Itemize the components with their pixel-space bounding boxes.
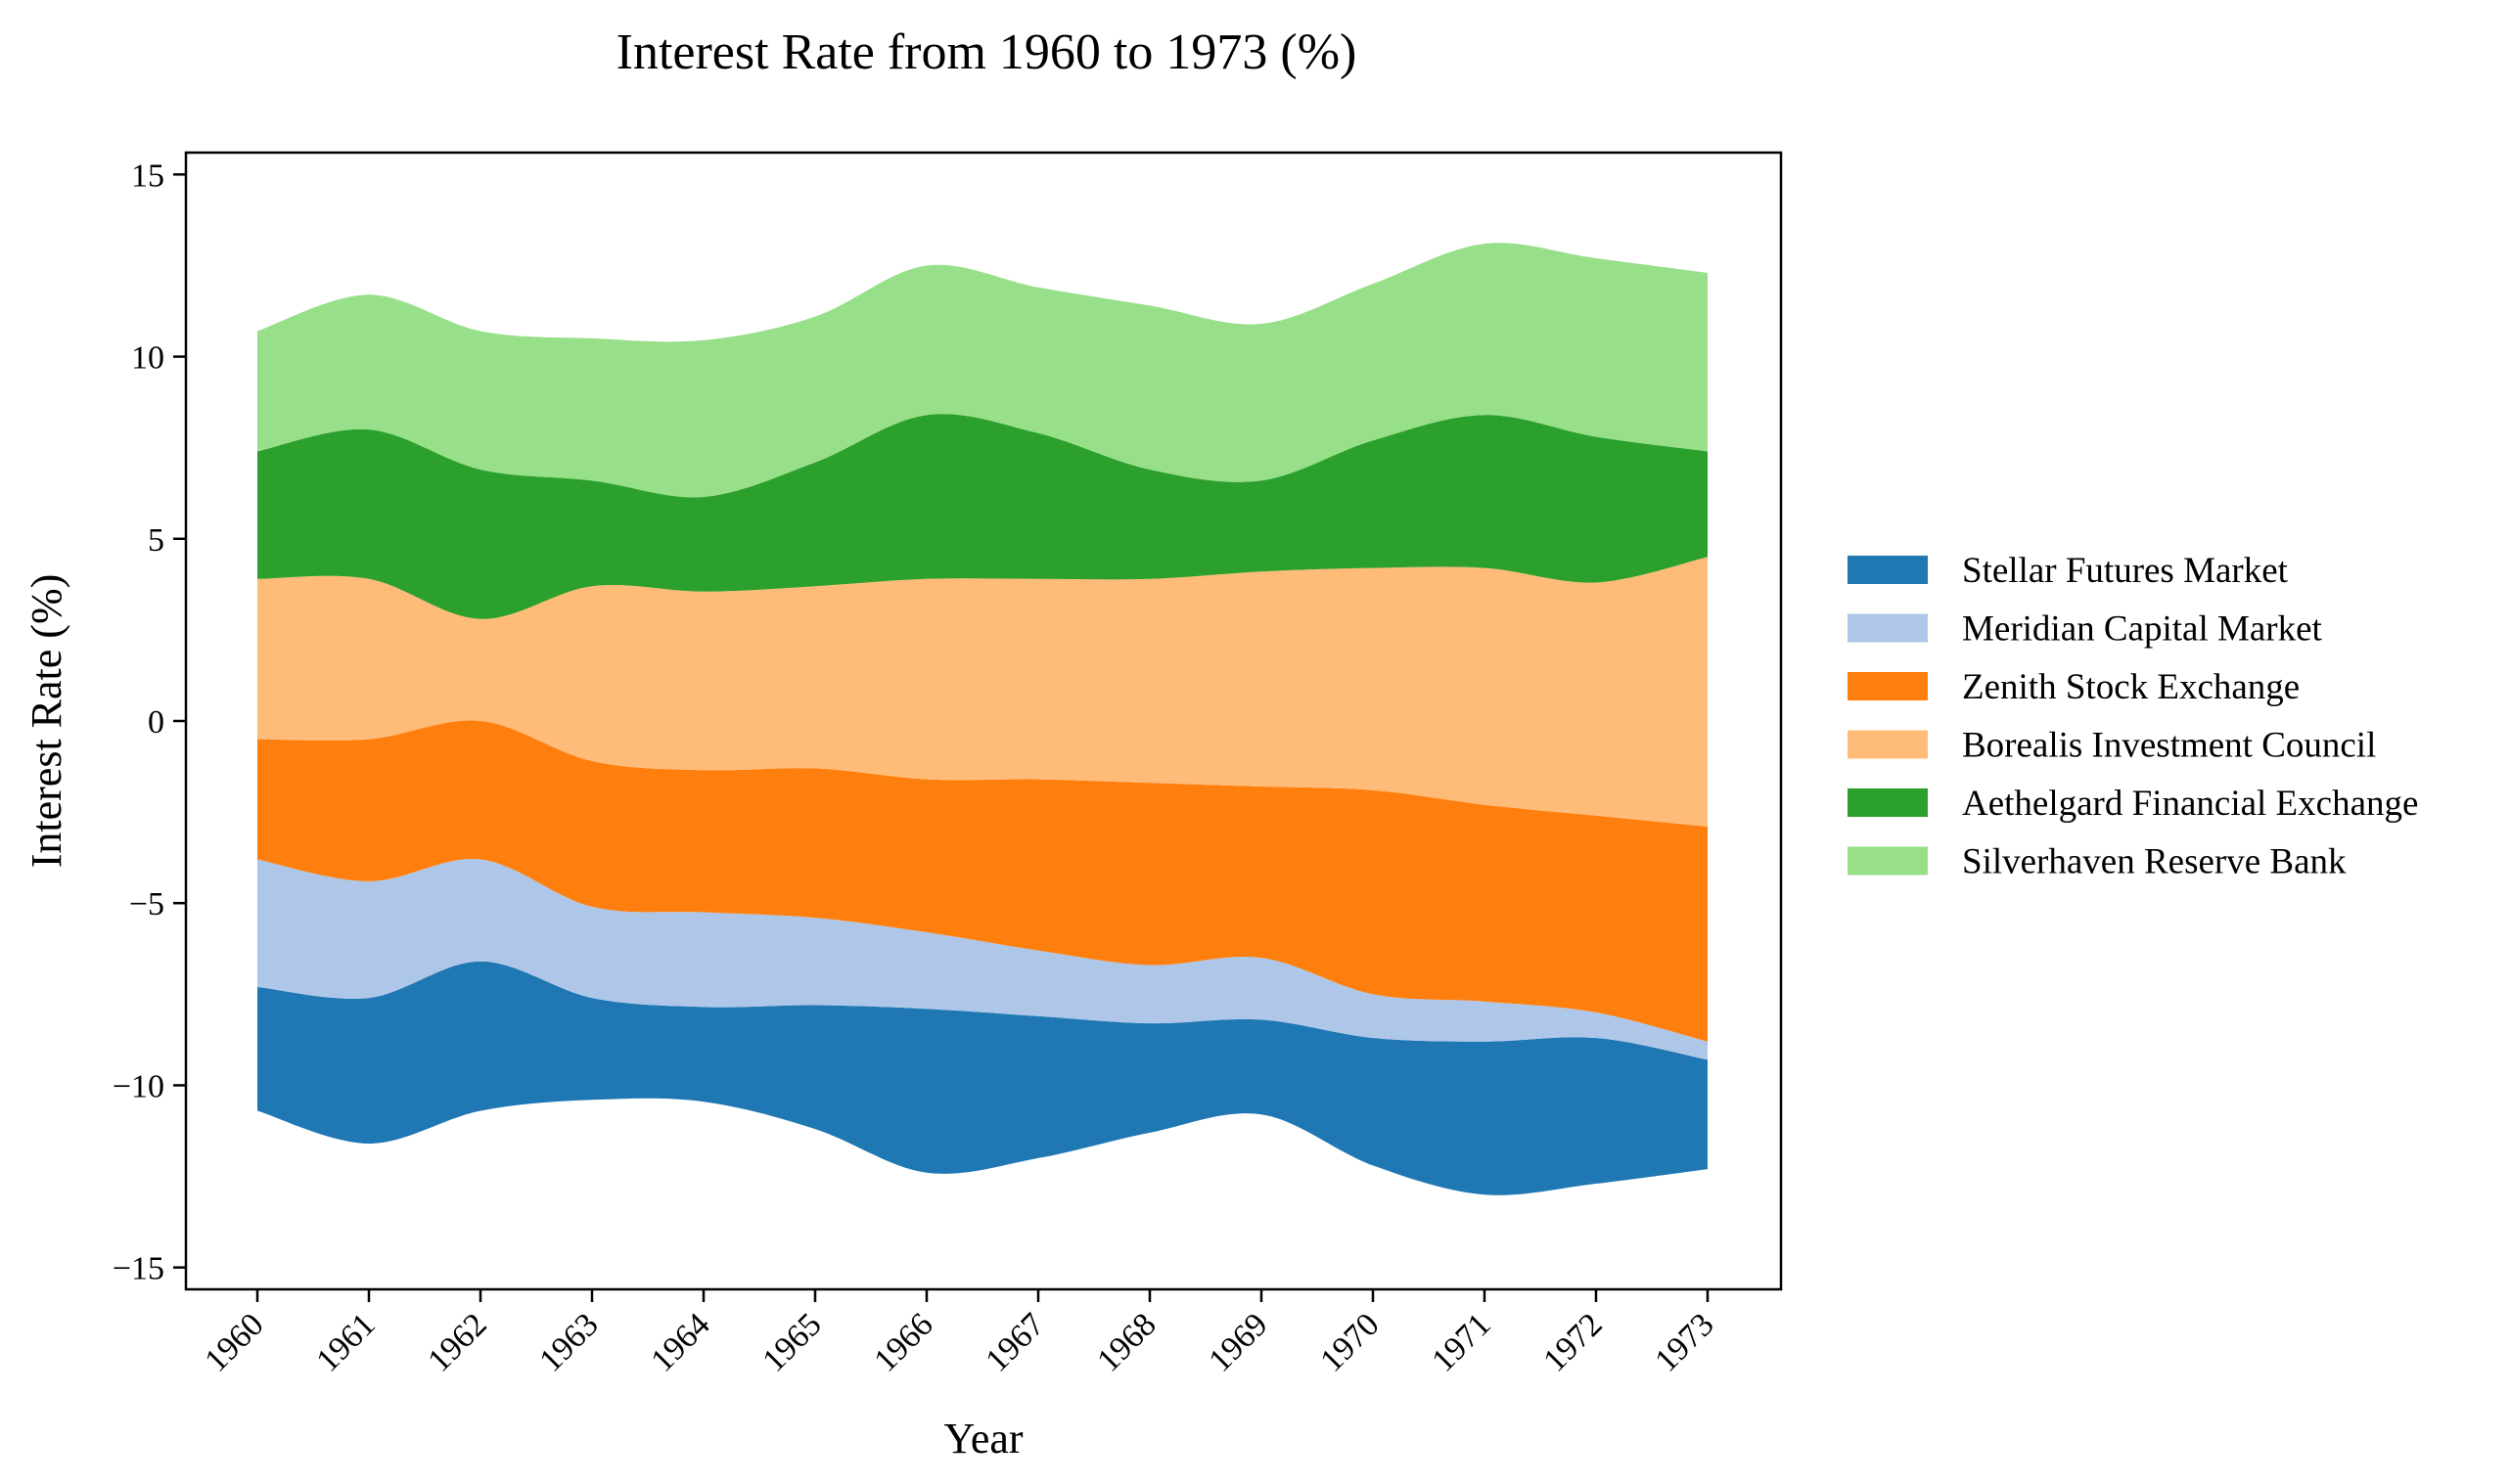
legend-swatch bbox=[1848, 556, 1928, 584]
x-tick-label: 1962 bbox=[421, 1306, 493, 1378]
legend-label: Borealis Investment Council bbox=[1962, 726, 2376, 766]
x-tick-label: 1966 bbox=[867, 1306, 939, 1378]
x-tick-label: 1973 bbox=[1648, 1306, 1720, 1378]
legend-label: Zenith Stock Exchange bbox=[1962, 667, 2300, 707]
x-tick-label: 1964 bbox=[644, 1306, 716, 1378]
y-axis: −15 −10 −5 0 5 10 15 bbox=[113, 157, 186, 1287]
x-tick-label: 1967 bbox=[979, 1306, 1051, 1378]
legend-swatch bbox=[1848, 846, 1928, 876]
y-tick-label: −10 bbox=[113, 1068, 164, 1104]
stream-layer-zenith-stock-exchange bbox=[257, 720, 1708, 1042]
x-tick-label: 1965 bbox=[755, 1306, 828, 1378]
legend-label: Meridian Capital Market bbox=[1962, 609, 2323, 650]
y-tick-label: −5 bbox=[129, 886, 164, 922]
stream-layer-silverhaven-reserve-bank bbox=[257, 243, 1708, 498]
x-tick-label: 1963 bbox=[532, 1306, 605, 1378]
y-tick-label: 5 bbox=[148, 522, 164, 559]
x-tick-label: 1969 bbox=[1202, 1306, 1274, 1378]
legend-swatch bbox=[1848, 730, 1928, 759]
y-axis-label: Interest Rate (%) bbox=[23, 574, 70, 869]
x-tick-label: 1972 bbox=[1536, 1306, 1609, 1378]
legend-swatch bbox=[1848, 788, 1928, 817]
x-axis: 1960 1961 1962 1963 1964 1965 1966 1967 1968 1969… bbox=[198, 1289, 1721, 1379]
x-tick-label: 1970 bbox=[1313, 1306, 1386, 1378]
x-tick-label: 1968 bbox=[1090, 1306, 1163, 1378]
chart-title: Interest Rate from 1960 to 1973 (%) bbox=[616, 24, 1357, 80]
y-tick-label: −15 bbox=[113, 1251, 164, 1287]
legend-swatch bbox=[1848, 672, 1928, 700]
stream-layer-borealis-investment-council bbox=[257, 557, 1708, 827]
legend-label: Stellar Futures Market bbox=[1962, 551, 2289, 591]
stream-layer-meridian-capital-market bbox=[257, 859, 1708, 1060]
legend-label: Aethelgard Financial Exchange bbox=[1962, 784, 2418, 824]
x-tick-label: 1961 bbox=[309, 1306, 382, 1378]
y-tick-label: 15 bbox=[131, 157, 164, 194]
x-tick-label: 1960 bbox=[198, 1306, 270, 1378]
stream-layer-stellar-futures-market bbox=[257, 961, 1708, 1195]
legend-label: Silverhaven Reserve Bank bbox=[1962, 842, 2347, 882]
stream-layers bbox=[257, 243, 1708, 1195]
y-tick-label: 10 bbox=[131, 340, 164, 377]
legend: Stellar Futures Market Meridian Capital M… bbox=[1848, 551, 2418, 882]
y-tick-label: 0 bbox=[148, 704, 164, 741]
x-axis-label: Year bbox=[943, 1415, 1023, 1462]
x-tick-label: 1971 bbox=[1425, 1306, 1497, 1378]
stream-layer-aethelgard-financial-exchange bbox=[257, 414, 1708, 619]
legend-swatch bbox=[1848, 613, 1928, 643]
